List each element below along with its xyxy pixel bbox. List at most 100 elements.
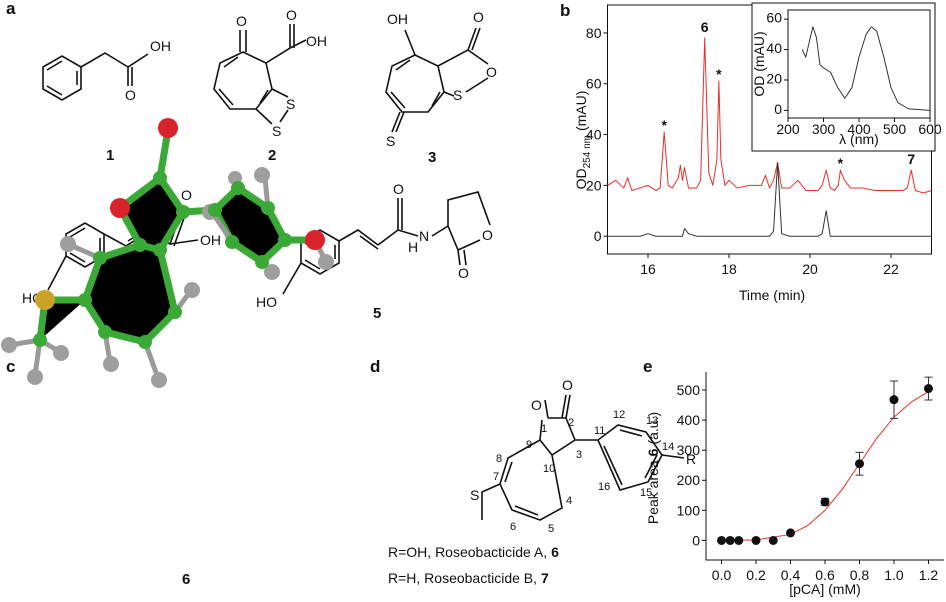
peak-annotation: 7 — [907, 151, 915, 167]
atom: S — [453, 87, 462, 103]
atom: O — [393, 181, 404, 197]
x-tick-label: 0.2 — [746, 567, 766, 583]
y-tick-label: 20 — [766, 70, 782, 86]
bond — [385, 54, 445, 113]
caption-text: R=H, Roseobacticide B, — [388, 570, 537, 586]
peak-annotation: 6 — [701, 19, 709, 35]
atom: O — [473, 9, 484, 25]
x-tick-label: 1.2 — [919, 567, 939, 583]
trace — [801, 26, 931, 111]
atom: O — [486, 64, 497, 80]
y-tick-label: 300 — [677, 442, 701, 458]
x-tick-label: 400 — [847, 121, 871, 137]
locant: 6 — [510, 521, 516, 533]
y-axis-label: OD (mAU) — [751, 31, 767, 96]
structure-5: HO O N H O O 5 — [256, 181, 493, 322]
data-point — [854, 459, 864, 469]
x-tick-label: 600 — [918, 121, 942, 137]
compound-number: 5 — [373, 305, 381, 322]
atom: O — [531, 397, 542, 413]
panel-label: d — [370, 357, 380, 376]
y-tick-label: 60 — [586, 76, 602, 92]
y-tick-label: 40 — [586, 126, 602, 142]
panel-labels: a b c d e — [6, 0, 652, 376]
x-tick-label: 0.6 — [815, 567, 835, 583]
data-point — [820, 497, 830, 507]
atom: H — [408, 239, 418, 255]
atom: N — [419, 228, 429, 244]
y-axis-label-main: Peak area — [645, 460, 661, 524]
compound-number: 6 — [182, 571, 190, 588]
peak-annotation: * — [716, 66, 722, 82]
atom: O — [236, 13, 247, 29]
caption: R=OH, Roseobacticide A, 6 — [388, 544, 559, 560]
data-point — [923, 384, 933, 394]
bond — [218, 24, 307, 125]
compound-number: 1 — [106, 147, 114, 164]
axis-line — [705, 372, 944, 561]
x-tick-label: 20 — [802, 261, 818, 277]
locant: 2 — [568, 417, 574, 429]
peak-annotation: * — [661, 117, 667, 133]
atom: OH — [306, 33, 327, 49]
locant: 5 — [548, 523, 554, 535]
x-tick-label: 18 — [721, 261, 737, 277]
trace — [607, 162, 932, 237]
atom: S — [470, 487, 479, 503]
bond — [213, 51, 273, 110]
structure-1: OH O 1 — [42, 38, 171, 164]
panel-label: b — [560, 1, 570, 20]
data-point — [751, 535, 761, 545]
x-tick-label: 200 — [776, 121, 800, 137]
atom: OH — [150, 38, 171, 54]
locant: 16 — [598, 481, 610, 493]
atom: OH — [387, 11, 408, 27]
y-axis-label-unit: (mAU) — [573, 91, 589, 131]
x-tick-label: 1.0 — [884, 567, 904, 583]
atom: O — [482, 227, 493, 243]
bond — [46, 52, 149, 96]
locant: 13 — [646, 415, 658, 427]
y-tick-label: 0 — [594, 228, 602, 244]
locant: 14 — [662, 441, 674, 453]
locant: 15 — [640, 487, 652, 499]
atom: S — [272, 123, 281, 139]
compound-number: 2 — [268, 147, 276, 164]
structure-2: O O OH S S 2 — [213, 7, 327, 164]
peak-annotation: * — [838, 155, 844, 171]
bond — [390, 27, 489, 133]
y-axis-label-sub: 254 nm — [582, 135, 593, 168]
y-tick-label: 80 — [586, 25, 602, 41]
data-point — [734, 535, 744, 545]
data-point — [717, 535, 727, 545]
x-axis-label: λ (nm) — [839, 131, 879, 147]
y-tick-label: 0 — [774, 101, 782, 117]
atom: S — [286, 96, 295, 112]
atom: O — [458, 265, 469, 281]
x-tick-label: 300 — [812, 121, 836, 137]
y-axis-label: Peak area 6 (a.u.) — [645, 412, 661, 524]
trace — [607, 37, 932, 194]
x-axis-label: [pCA] (mM) — [789, 581, 861, 597]
locant: 1 — [541, 423, 547, 435]
x-tick-label: 16 — [640, 261, 656, 277]
atom: O — [562, 377, 573, 393]
oxygen-atoms — [110, 118, 325, 250]
x-tick-label: 500 — [883, 121, 907, 137]
x-axis-label: Time (min) — [739, 287, 805, 303]
atom: O — [181, 187, 192, 203]
sulfur-atom — [35, 290, 55, 310]
y-axis-label: OD254 nm (mAU) — [573, 91, 593, 190]
x-tick-label: 0.0 — [712, 567, 732, 583]
atom: O — [286, 7, 297, 23]
ball-and-stick-model: 6 — [1, 118, 334, 588]
y-axis-label-main: OD — [573, 168, 589, 189]
y-tick-label: 0 — [692, 532, 700, 548]
compound-number: 6 — [551, 544, 559, 560]
locant: 3 — [576, 449, 582, 461]
locant: 12 — [613, 409, 625, 421]
data-point — [725, 535, 735, 545]
atom: O — [125, 87, 136, 103]
locant: 4 — [566, 495, 572, 507]
